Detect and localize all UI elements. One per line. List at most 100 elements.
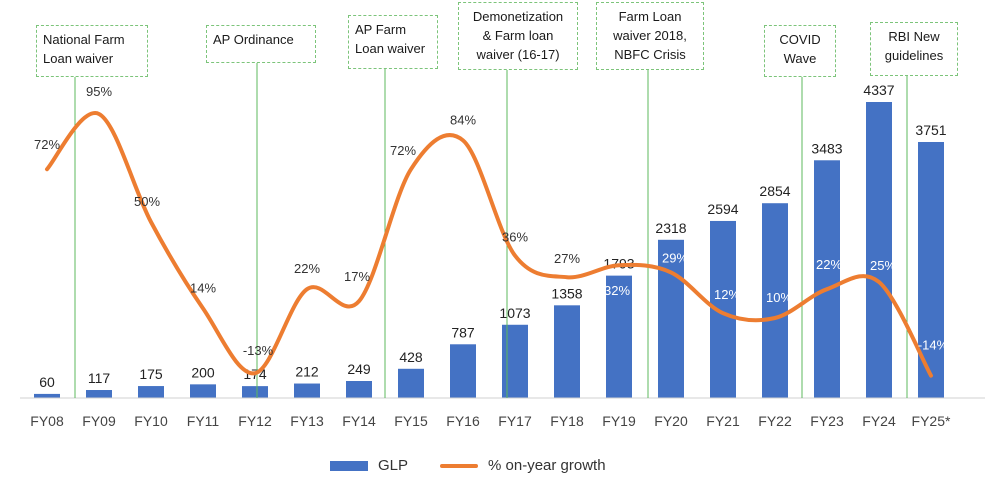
growth-label-FY11: 14% bbox=[190, 280, 216, 295]
bar-FY23 bbox=[814, 160, 840, 398]
annotation-text: waiver 2018, bbox=[613, 28, 687, 43]
bar-label-FY18: 1358 bbox=[551, 285, 582, 301]
bar-label-FY15: 428 bbox=[399, 349, 423, 365]
growth-label-FY10: 50% bbox=[134, 194, 160, 209]
bar-FY17 bbox=[502, 324, 528, 398]
bar-label-FY22: 2854 bbox=[759, 183, 790, 199]
x-tick-FY13: FY13 bbox=[290, 413, 324, 429]
x-axis-ticks: FY08 FY09 FY10 FY11 FY12 FY13 FY14 FY15 FY16 FY17… bbox=[30, 413, 951, 429]
bar-FY20 bbox=[658, 239, 684, 398]
annotation-text: waiver (16-17) bbox=[476, 47, 560, 62]
annotation-text: Loan waiver bbox=[43, 51, 114, 66]
bar-FY22 bbox=[762, 203, 788, 398]
annotation-text: & Farm loan bbox=[482, 28, 554, 43]
legend-label-glp: GLP bbox=[378, 457, 409, 474]
bar-label-FY08: 60 bbox=[39, 374, 55, 390]
growth-line bbox=[45, 111, 933, 378]
bar-label-FY21: 2594 bbox=[707, 201, 738, 217]
glp-bar-labels: 60 117 175 200 174 212 24942878710731358179323… bbox=[39, 82, 947, 390]
x-tick-FY16: FY16 bbox=[446, 413, 480, 429]
x-tick-FY14: FY14 bbox=[342, 413, 376, 429]
annotation-box-7: RBI New guidelines bbox=[870, 22, 958, 76]
bar-label-FY09: 117 bbox=[88, 370, 111, 386]
bar-FY12 bbox=[242, 386, 268, 398]
x-tick-FY10: FY10 bbox=[134, 413, 168, 429]
bar-FY08 bbox=[34, 393, 60, 398]
growth-label-FY24: 25% bbox=[870, 258, 896, 273]
x-tick-FY24: FY24 bbox=[862, 413, 896, 429]
growth-label-FY25*: -14% bbox=[918, 338, 949, 353]
annotation-box-3: AP Farm Loan waiver bbox=[348, 15, 438, 69]
growth-label-FY19: 32% bbox=[604, 283, 630, 298]
bar-FY13 bbox=[294, 383, 320, 398]
growth-label-FY22: 10% bbox=[766, 290, 792, 305]
legend-swatch-glp bbox=[330, 460, 368, 471]
legend: GLP % on-year growth bbox=[330, 457, 606, 474]
x-tick-FY19: FY19 bbox=[602, 413, 636, 429]
bar-label-FY13: 212 bbox=[295, 364, 319, 380]
bar-label-FY23: 3483 bbox=[811, 140, 842, 156]
annotation-text: AP Farm bbox=[355, 22, 407, 37]
annotation-text: RBI New bbox=[888, 29, 940, 44]
bar-FY19 bbox=[606, 275, 632, 398]
x-tick-FY08: FY08 bbox=[30, 413, 64, 429]
bar-label-FY24: 4337 bbox=[863, 82, 894, 98]
annotation-text: guidelines bbox=[884, 48, 944, 63]
x-tick-FY20: FY20 bbox=[654, 413, 688, 429]
x-tick-FY12: FY12 bbox=[238, 413, 272, 429]
growth-label-FY21: 12% bbox=[714, 287, 740, 302]
growth-label-FY18: 27% bbox=[554, 251, 580, 266]
bar-label-FY10: 175 bbox=[139, 366, 163, 382]
bar-FY14 bbox=[346, 381, 372, 398]
x-tick-FY25*: FY25* bbox=[912, 413, 951, 429]
bar-FY10 bbox=[138, 386, 164, 398]
annotation-text: Demonetization bbox=[472, 9, 564, 24]
legend-label-growth: % on-year growth bbox=[488, 457, 606, 474]
bar-FY11 bbox=[190, 384, 216, 398]
growth-label-FY14: 17% bbox=[344, 269, 370, 284]
x-tick-FY17: FY17 bbox=[498, 413, 532, 429]
x-tick-FY23: FY23 bbox=[810, 413, 844, 429]
growth-label-FY12: -13% bbox=[243, 343, 274, 358]
bar-FY24 bbox=[866, 102, 892, 398]
bar-label-FY14: 249 bbox=[347, 361, 371, 377]
growth-label-FY13: 22% bbox=[294, 261, 320, 276]
growth-label-FY17: 36% bbox=[502, 230, 528, 245]
growth-labels: 72% 95% 50% 14% -13% 22% 17% 72% 84% 36% 27% 32% 29%… bbox=[34, 84, 949, 358]
growth-label-FY23: 22% bbox=[816, 257, 842, 272]
legend-swatch-growth bbox=[440, 463, 479, 468]
x-tick-FY18: FY18 bbox=[550, 413, 584, 429]
x-tick-FY21: FY21 bbox=[706, 413, 740, 429]
annotation-text: Wave bbox=[783, 51, 817, 66]
growth-label-FY09: 95% bbox=[86, 84, 112, 99]
bar-label-FY11: 200 bbox=[191, 364, 215, 380]
legend-item-glp: GLP bbox=[330, 457, 408, 474]
annotation-text: Loan waiver bbox=[355, 41, 426, 56]
bar-FY15 bbox=[398, 368, 424, 398]
growth-label-FY08: 72% bbox=[34, 137, 60, 152]
bar-label-FY17: 1073 bbox=[499, 305, 530, 321]
legend-item-growth: % on-year growth bbox=[440, 457, 606, 474]
annotation-text: Farm Loan bbox=[618, 9, 682, 24]
bar-FY09 bbox=[86, 390, 112, 398]
bar-label-FY25*: 3751 bbox=[915, 122, 946, 138]
x-tick-FY15: FY15 bbox=[394, 413, 428, 429]
x-tick-FY11: FY11 bbox=[187, 413, 220, 429]
annotation-box-2: AP Ordinance bbox=[206, 25, 316, 63]
bar-FY18 bbox=[554, 305, 580, 398]
annotation-box-1: National Farm Loan waiver bbox=[36, 25, 148, 77]
bar-label-FY20: 2318 bbox=[655, 220, 686, 236]
growth-label-FY20: 29% bbox=[662, 250, 688, 265]
annotation-box-4: Demonetization & Farm loan waiver (16-17) bbox=[458, 2, 578, 70]
annotation-box-6: COVID Wave bbox=[764, 25, 836, 77]
bar-label-FY16: 787 bbox=[451, 324, 475, 340]
bar-FY16 bbox=[450, 344, 476, 398]
annotation-text: NBFC Crisis bbox=[614, 47, 686, 62]
annotation-text: COVID bbox=[779, 32, 821, 47]
x-tick-FY22: FY22 bbox=[758, 413, 792, 429]
annotation-text: AP Ordinance bbox=[213, 32, 294, 47]
x-tick-FY09: FY09 bbox=[82, 413, 116, 429]
glp-bars bbox=[34, 102, 944, 399]
growth-label-FY16: 84% bbox=[450, 112, 476, 127]
